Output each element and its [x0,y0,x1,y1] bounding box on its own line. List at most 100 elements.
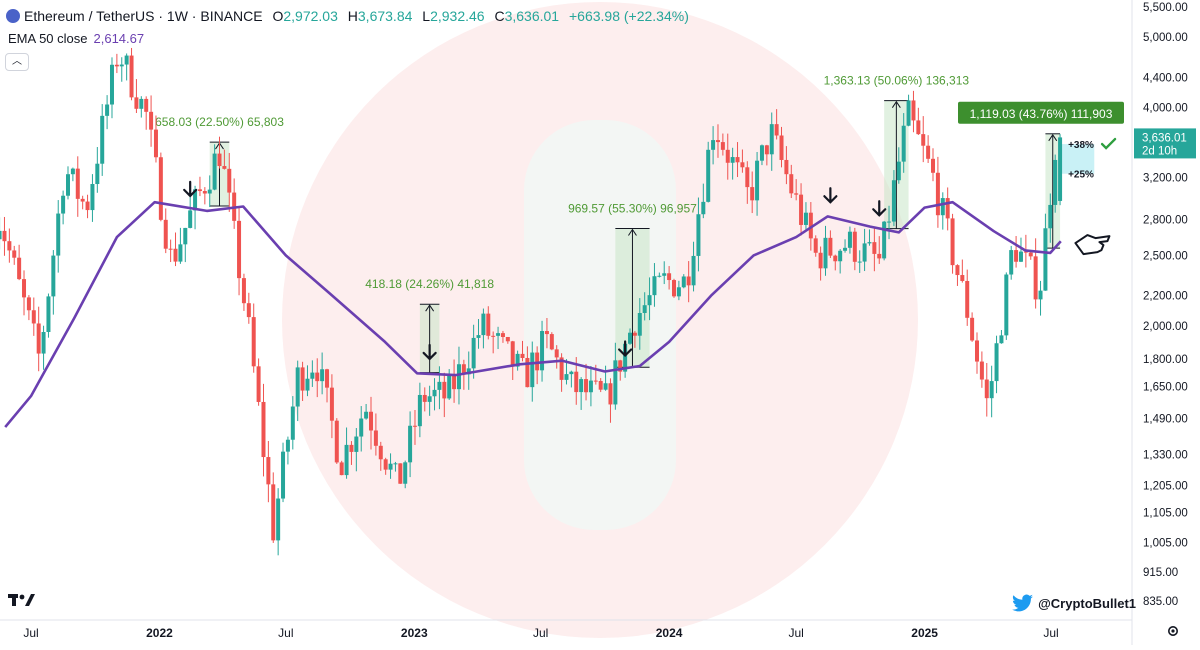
candle-body[interactable] [603,383,608,390]
candle-body[interactable] [339,462,344,476]
candle-body[interactable] [540,331,545,371]
candle-body[interactable] [285,439,290,452]
candle-body[interactable] [935,172,940,216]
candle-body[interactable] [17,257,22,280]
candle-body[interactable] [926,145,931,159]
candle-body[interactable] [41,331,46,354]
candle-body[interactable] [364,411,369,419]
candle-body[interactable] [750,187,755,201]
candle-body[interactable] [0,230,2,240]
candle-body[interactable] [134,97,139,109]
candle-body[interactable] [877,253,882,259]
candle-body[interactable] [974,340,979,362]
candle-body[interactable] [706,149,711,202]
candle-body[interactable] [378,445,383,460]
candle-body[interactable] [579,379,584,393]
candle-body[interactable] [295,367,300,407]
candle-body[interactable] [745,167,750,188]
candle-body[interactable] [388,463,393,470]
candle-body[interactable] [965,280,970,318]
candle-body[interactable] [906,100,911,126]
candle-body[interactable] [862,243,867,262]
candle-body[interactable] [197,189,202,192]
candle-body[interactable] [696,214,701,256]
candle-body[interactable] [412,425,417,427]
candle-body[interactable] [261,401,266,458]
candle-body[interactable] [525,357,530,388]
candle-body[interactable] [691,255,696,286]
candle-body[interactable] [1018,251,1023,262]
candle-body[interactable] [305,378,310,391]
candle-body[interactable] [979,361,984,380]
candle-body[interactable] [1048,204,1053,229]
candle-body[interactable] [193,189,198,211]
candle-body[interactable] [642,305,647,314]
candle-body[interactable] [461,364,466,375]
candle-body[interactable] [1053,159,1058,205]
candle-body[interactable] [417,394,422,427]
candle-body[interactable] [823,237,828,269]
candle-body[interactable] [623,343,628,372]
candle-body[interactable] [354,436,359,452]
candle-body[interactable] [168,248,173,250]
candle-body[interactable] [549,334,554,350]
candle-body[interactable] [955,265,960,276]
candle-body[interactable] [427,396,432,402]
candle-body[interactable] [872,242,877,254]
candle-body[interactable] [657,275,662,277]
target-zone[interactable] [1060,144,1095,174]
candle-body[interactable] [921,134,926,146]
candle-body[interactable] [310,372,315,379]
candle-body[interactable] [476,335,481,338]
candle-body[interactable] [735,157,740,163]
candle-body[interactable] [144,98,149,112]
candle-body[interactable] [383,459,388,470]
candle-body[interactable] [857,261,862,263]
candle-body[interactable] [359,418,364,437]
candle-body[interactable] [271,484,276,541]
candle-body[interactable] [701,201,706,215]
candle-body[interactable] [237,220,242,279]
candle-body[interactable] [227,168,232,193]
candle-body[interactable] [149,111,154,130]
candle-body[interactable] [447,375,452,399]
candle-body[interactable] [510,341,515,367]
candle-body[interactable] [119,64,124,67]
candle-body[interactable] [808,212,813,239]
candle-body[interactable] [61,195,66,214]
candle-body[interactable] [202,191,207,194]
candle-body[interactable] [960,275,965,281]
candle-body[interactable] [188,210,193,228]
candle-body[interactable] [500,333,505,337]
candle-body[interactable] [31,310,36,324]
candle-body[interactable] [163,219,168,249]
candle-body[interactable] [789,174,794,194]
candle-body[interactable] [85,201,90,211]
candle-body[interactable] [813,238,818,253]
candle-body[interactable] [212,153,217,190]
candle-body[interactable] [105,104,110,116]
candle-body[interactable] [334,420,339,463]
candle-body[interactable] [715,140,720,143]
candle-body[interactable] [647,295,652,306]
candle-body[interactable] [725,149,730,163]
candle-body[interactable] [911,100,916,121]
candle-body[interactable] [564,374,569,380]
candle-body[interactable] [393,463,398,465]
candle-body[interactable] [505,336,510,342]
candle-body[interactable] [852,231,857,262]
candle-body[interactable] [584,379,589,393]
candle-body[interactable] [940,198,945,216]
candle-body[interactable] [398,463,403,484]
candle-body[interactable] [281,451,286,499]
candle-body[interactable] [764,145,769,155]
candle-body[interactable] [554,349,559,358]
candle-body[interactable] [740,162,745,168]
candle-body[interactable] [2,230,7,242]
candle-body[interactable] [46,296,51,332]
candle-body[interactable] [999,335,1004,344]
candle-body[interactable] [373,430,378,446]
candle-body[interactable] [26,297,31,311]
candle-body[interactable] [481,313,486,336]
